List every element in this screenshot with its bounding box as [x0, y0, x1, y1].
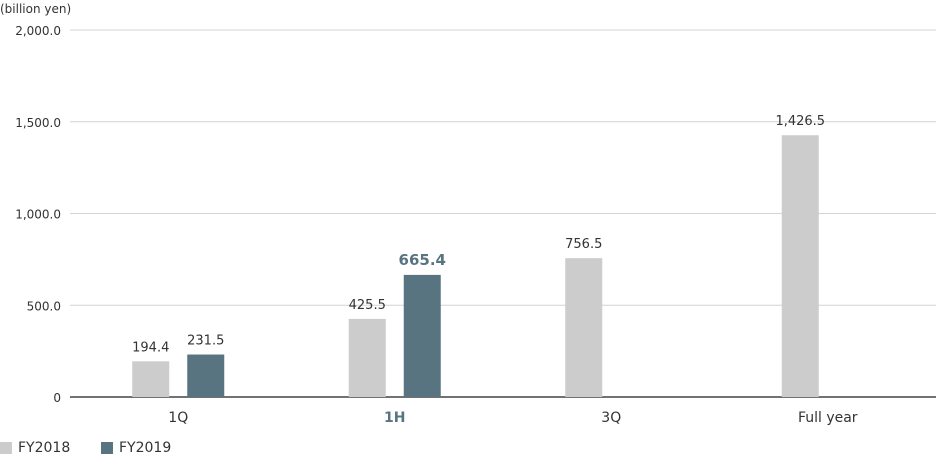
y-tick-label: 1,500.0: [15, 116, 61, 130]
data-label: 756.5: [565, 237, 602, 252]
y-tick-label: 0: [53, 391, 61, 405]
data-label: 231.5: [187, 334, 224, 349]
data-label: 194.4: [132, 340, 169, 355]
x-tick-label: Full year: [798, 410, 858, 426]
x-tick-label: 1Q: [168, 410, 188, 426]
bar: [132, 361, 170, 397]
bar: [565, 258, 603, 397]
y-tick-label: 1,000.0: [15, 208, 61, 222]
legend-label-fy2019: FY2019: [119, 440, 172, 456]
data-label: 665.4: [399, 251, 446, 269]
bar: [781, 135, 819, 397]
legend-label-fy2018: FY2018: [18, 440, 71, 456]
data-label: 425.5: [349, 298, 386, 313]
legend-swatch-fy2018: [0, 442, 12, 454]
bar: [348, 318, 386, 397]
legend-swatch-fy2019: [101, 442, 113, 454]
bar: [403, 274, 441, 397]
y-tick-label: 500.0: [27, 299, 61, 313]
legend-item-fy2019: FY2019: [101, 440, 171, 456]
y-unit-label: (billion yen): [0, 2, 72, 16]
x-tick-label: 1H: [384, 410, 405, 426]
legend-item-fy2018: FY2018: [0, 440, 70, 456]
x-tick-label: 3Q: [601, 410, 621, 426]
bar: [187, 354, 225, 397]
y-tick-label: 2,000.0: [15, 24, 61, 38]
data-label: 1,426.5: [775, 114, 825, 129]
